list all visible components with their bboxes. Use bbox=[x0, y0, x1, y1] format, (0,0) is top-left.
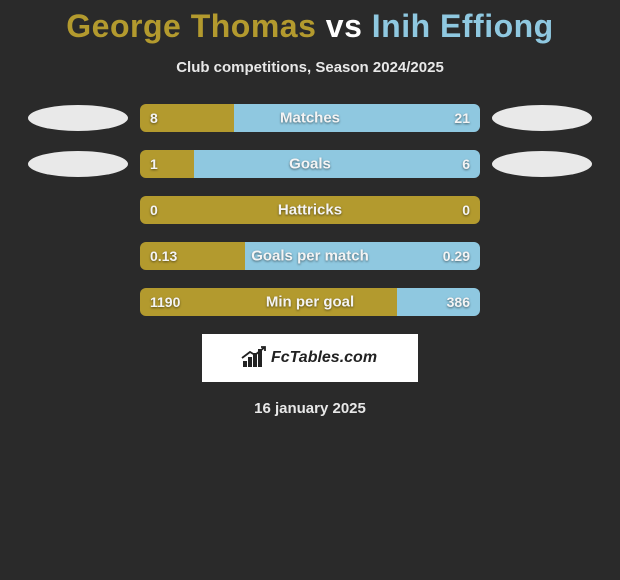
player1-name: George Thomas bbox=[66, 8, 316, 44]
stat-bar: 00Hattricks bbox=[140, 196, 480, 224]
stat-bar: 821Matches bbox=[140, 104, 480, 132]
stat-value-right: 386 bbox=[447, 294, 470, 310]
stat-bar: 0.130.29Goals per match bbox=[140, 242, 480, 270]
logo-chart-icon bbox=[243, 349, 265, 367]
stat-value-right: 0.29 bbox=[443, 248, 470, 264]
stat-value-right: 0 bbox=[462, 202, 470, 218]
stat-seg-right bbox=[194, 150, 480, 178]
stat-bar: 1190386Min per goal bbox=[140, 288, 480, 316]
logo-box: FcTables.com bbox=[202, 334, 418, 382]
stat-row: 1190386Min per goal bbox=[0, 288, 620, 316]
stat-row: 821Matches bbox=[0, 104, 620, 132]
stat-row: 16Goals bbox=[0, 150, 620, 178]
comparison-title: George Thomas vs Inih Effiong bbox=[0, 8, 620, 45]
logo-text: FcTables.com bbox=[271, 349, 377, 367]
player2-oval bbox=[492, 151, 592, 177]
stat-value-left: 0 bbox=[150, 202, 158, 218]
stat-value-left: 1 bbox=[150, 156, 158, 172]
vs-text: vs bbox=[326, 8, 363, 44]
player1-oval bbox=[28, 105, 128, 131]
stat-seg-left bbox=[140, 150, 194, 178]
date-text: 16 january 2025 bbox=[0, 400, 620, 417]
player2-oval bbox=[492, 105, 592, 131]
player2-name: Inih Effiong bbox=[372, 8, 554, 44]
stat-value-left: 0.13 bbox=[150, 248, 177, 264]
player1-oval bbox=[28, 151, 128, 177]
stats-rows: 821Matches16Goals00Hattricks0.130.29Goal… bbox=[0, 104, 620, 316]
stat-bar: 16Goals bbox=[140, 150, 480, 178]
stat-value-right: 6 bbox=[462, 156, 470, 172]
stat-row: 00Hattricks bbox=[0, 196, 620, 224]
stat-seg-left bbox=[140, 196, 480, 224]
stat-value-left: 1190 bbox=[150, 294, 180, 310]
stat-row: 0.130.29Goals per match bbox=[0, 242, 620, 270]
stat-value-left: 8 bbox=[150, 110, 158, 126]
subtitle: Club competitions, Season 2024/2025 bbox=[0, 59, 620, 76]
stat-seg-right bbox=[234, 104, 480, 132]
stat-value-right: 21 bbox=[454, 110, 470, 126]
